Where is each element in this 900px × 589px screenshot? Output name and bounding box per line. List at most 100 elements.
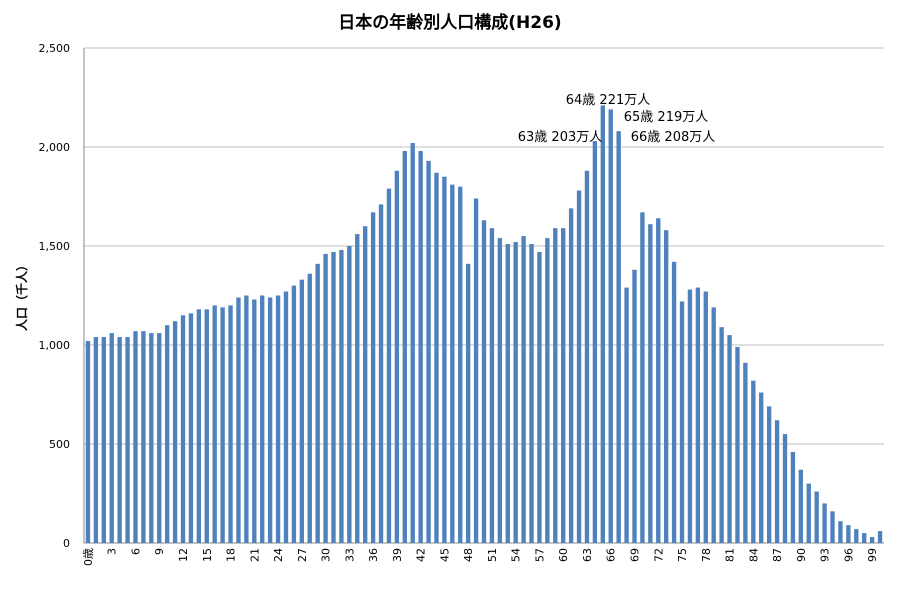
bar-age-90 [798,469,804,543]
bar-age-32 [339,249,344,543]
bar-age-60 [561,228,566,543]
annotations: 64歳 221万人 65歳 219万人 63歳 203万人 66歳 208万人 [518,93,716,145]
bar-age-71 [648,224,653,543]
bar-age-12 [180,315,186,543]
bar-age-72 [656,218,661,543]
bar-age-22 [260,295,265,543]
y-tick-label: 1,500 [39,240,71,253]
bar-age-77 [695,287,701,543]
bar-age-16 [212,305,217,543]
bar-age-66 [608,109,613,543]
x-tick-label: 9 [153,548,166,555]
bar-age-13 [188,313,194,543]
bar-age-69 [632,269,637,543]
bar-age-85 [759,392,764,543]
bar-age-28 [307,273,312,543]
x-tick-label: 63 [581,548,594,562]
bar-age-0 [85,341,91,543]
bar-age-5 [125,337,130,543]
bar-age-99 [869,537,875,543]
bar-age-2 [101,337,106,543]
bar-age-38 [386,188,392,543]
x-tick-label: 30 [320,548,333,562]
bar-age-48 [465,263,471,543]
x-tick-label: 15 [201,548,214,562]
chart-title: 日本の年齢別人口構成(H26) [338,13,562,33]
x-tick-label: 78 [700,548,713,562]
x-tick-label: 69 [628,548,641,562]
bar-age-45 [442,176,447,543]
bar-age-92 [814,491,819,543]
bar-age-70 [640,212,645,543]
x-tick-label: 6 [129,548,142,555]
bar-age-68 [624,287,629,543]
bar-age-100 [877,531,883,543]
x-tick-label: 84 [747,548,760,562]
bar-age-25 [283,291,289,543]
x-tick-label: 66 [605,548,618,562]
bar-age-62 [576,190,582,543]
bar-age-65 [600,105,605,544]
x-tick-label: 57 [533,548,546,562]
bar-age-41 [410,143,415,544]
bar-age-76 [687,289,693,543]
x-tick-label: 0歳 [82,548,95,566]
bar-age-61 [568,208,574,543]
x-tick-label: 60 [557,548,570,562]
bar-age-3 [109,333,114,543]
bar-age-11 [172,321,178,543]
bar-age-4 [117,337,122,543]
annotation-age-66: 66歳 208万人 [631,130,716,145]
bar-age-33 [347,246,352,543]
annotation-age-65: 65歳 219万人 [624,110,709,125]
x-tick-label: 93 [819,548,832,562]
bar-age-40 [402,150,407,543]
bar-age-97 [854,529,859,543]
bar-age-20 [244,295,249,543]
bar-age-81 [727,335,732,543]
bar-age-50 [481,220,487,543]
bar-age-6 [133,331,138,543]
y-tick-label: 2,000 [39,141,71,154]
bar-age-19 [236,297,241,543]
bar-age-26 [291,285,297,543]
bar-age-94 [830,511,835,543]
bar-age-8 [149,333,154,543]
bar-age-53 [505,244,510,543]
annotation-age-64: 64歳 221万人 [566,93,651,108]
bar-age-21 [252,299,257,543]
y-tick-label: 500 [49,438,70,451]
bar-age-9 [157,333,162,543]
bar-age-37 [378,204,384,544]
bar-age-78 [703,291,708,543]
bar-age-64 [592,141,598,543]
bar-age-52 [497,238,503,543]
bar-age-89 [790,451,796,543]
x-tick-label: 99 [866,548,879,562]
x-tick-label: 21 [248,548,261,562]
bar-age-17 [220,307,225,543]
bar-age-7 [141,331,146,543]
x-tick-label: 45 [438,548,451,562]
bar-age-42 [418,150,423,543]
bar-age-29 [315,263,320,543]
bar-age-10 [164,325,170,543]
y-axis-label: 人口（千人） [14,259,29,331]
bar-age-46 [450,184,455,543]
bar-age-91 [806,483,811,543]
bar-age-56 [529,244,534,543]
bar-age-24 [275,295,281,543]
y-tick-label: 1,000 [39,339,71,352]
bar-age-1 [93,337,99,543]
bar-age-83 [743,362,748,543]
x-tick-label: 36 [367,548,380,562]
bar-age-55 [521,236,526,543]
bar-age-84 [751,380,756,543]
x-tick-label: 39 [391,548,404,562]
bar-age-34 [355,234,360,543]
x-tick-label: 18 [225,548,238,562]
x-tick-label: 90 [795,548,808,562]
x-tick-label: 75 [676,548,689,562]
bar-age-49 [473,198,479,544]
x-tick-labels: 0歳 3 6 9 12 15 18 21 24 27 30 33 36 39 42 45 48 51 54 57 60 6… [82,548,879,566]
